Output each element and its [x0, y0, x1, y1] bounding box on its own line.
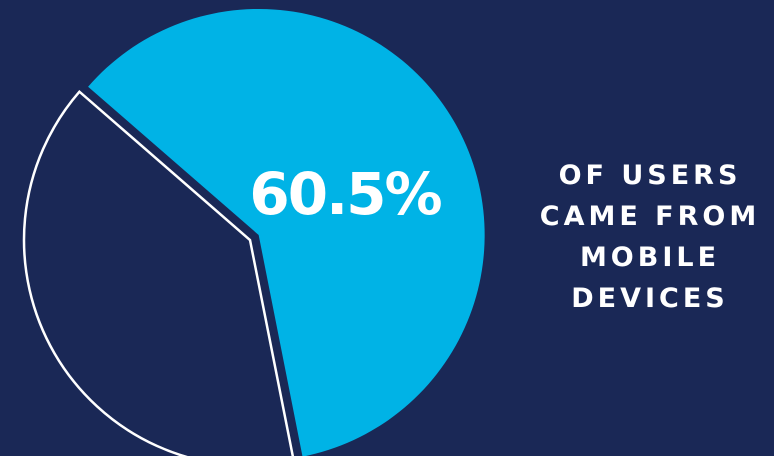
pie-slice-other — [22, 89, 295, 456]
slice-label-mobile: 60.5% — [249, 160, 441, 228]
caption-line-2: CAME FROM — [539, 201, 761, 232]
caption: OF USERS CAME FROM MOBILE DEVICES — [505, 155, 774, 319]
pie-slice-mobile — [88, 9, 485, 456]
caption-line-1: OF USERS — [558, 160, 742, 191]
caption-line-4: DEVICES — [571, 283, 729, 314]
caption-line-3: MOBILE — [579, 242, 721, 273]
